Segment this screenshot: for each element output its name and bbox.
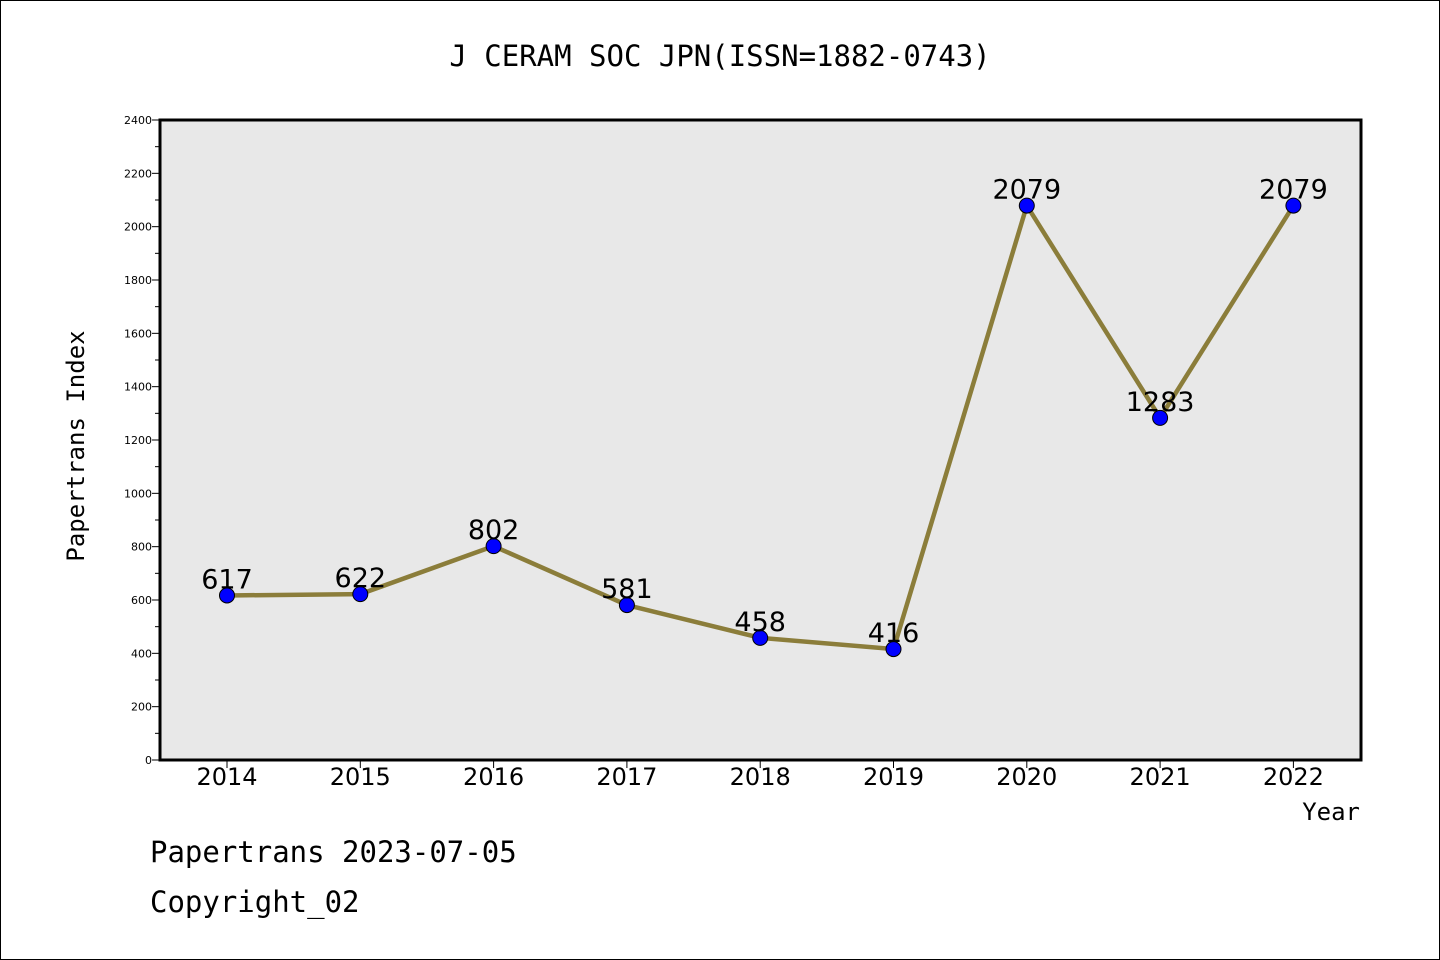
x-axis-label: Year xyxy=(1302,798,1360,826)
y-tick-label: 1600 xyxy=(124,327,152,340)
data-label: 458 xyxy=(734,607,786,638)
y-tick-label: 1200 xyxy=(124,434,152,447)
x-tick-label: 2019 xyxy=(863,763,924,791)
y-tick-label: 2000 xyxy=(124,221,152,234)
y-tick-label: 1400 xyxy=(124,381,152,394)
data-label: 617 xyxy=(201,564,253,595)
y-tick-label: 1000 xyxy=(124,487,152,500)
data-point xyxy=(1018,197,1035,214)
data-label: 1283 xyxy=(1126,387,1195,418)
data-point xyxy=(752,629,769,646)
x-tick-label: 2021 xyxy=(1130,763,1191,791)
data-label: 2079 xyxy=(992,175,1061,206)
data-point xyxy=(1285,197,1302,214)
x-tick-label: 2020 xyxy=(996,763,1057,791)
x-tick-label: 2017 xyxy=(596,763,657,791)
x-tick-label: 2018 xyxy=(730,763,791,791)
series-group xyxy=(219,197,1302,658)
y-tick-label: 0 xyxy=(145,754,152,767)
data-label: 802 xyxy=(468,515,520,546)
y-tick-label: 600 xyxy=(131,594,152,607)
y-tick-label: 200 xyxy=(131,701,152,714)
data-point xyxy=(219,587,235,604)
y-tick-label: 800 xyxy=(131,541,152,554)
data-label: 622 xyxy=(335,563,387,594)
y-axis-label: Papertrans Index xyxy=(62,330,90,561)
chart-title: J CERAM SOC JPN(ISSN=1882-0743) xyxy=(449,39,990,73)
y-axis-ticks: 0 200 400 600 800 1000 1200 1400 1600 1800 2000 220… xyxy=(124,114,160,767)
x-tick-label: 2015 xyxy=(330,763,391,791)
y-tick-label: 400 xyxy=(131,647,152,660)
data-point xyxy=(618,597,635,614)
x-tick-label: 2016 xyxy=(463,763,524,791)
x-axis-ticks: 2014 2015 2016 2017 2018 2019 2020 2021 2022 xyxy=(196,760,1324,791)
y-tick-label: 2400 xyxy=(124,114,152,127)
data-point xyxy=(352,586,369,603)
y-tick-label: 1800 xyxy=(124,274,152,287)
plot-area xyxy=(158,118,1363,762)
data-label: 2079 xyxy=(1259,175,1328,206)
y-tick-label: 2200 xyxy=(124,167,152,180)
footer-copyright: Copyright_02 xyxy=(150,885,360,919)
x-tick-label: 2022 xyxy=(1263,763,1324,791)
data-label: 416 xyxy=(868,618,920,649)
x-tick-label: 2014 xyxy=(196,763,257,791)
data-point xyxy=(485,538,502,555)
data-point xyxy=(885,641,902,658)
data-label: 581 xyxy=(601,574,653,605)
data-point xyxy=(1152,409,1169,426)
data-labels-group: 617 622 802 581 458 416 2079 1283 2079 xyxy=(201,175,1328,649)
footer-date: Papertrans 2023-07-05 xyxy=(150,835,517,869)
